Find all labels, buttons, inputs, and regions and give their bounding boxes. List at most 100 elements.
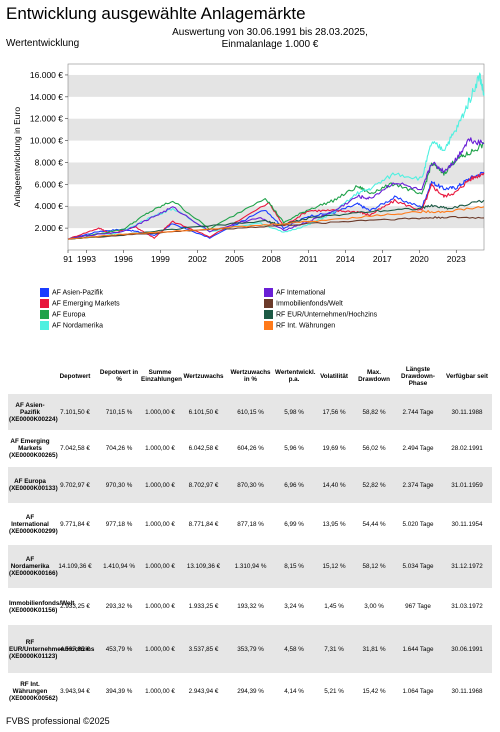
- x-tick-label: 2002: [188, 254, 207, 264]
- series-line-immobilienfonds-welt: [68, 215, 485, 240]
- y-tick-label: 12.000 €: [30, 114, 63, 124]
- table-cell: 4.537,85 €: [52, 625, 98, 673]
- column-header: Max. Drawdown: [358, 369, 390, 383]
- grid-band: [68, 74, 484, 97]
- y-tick-label: 2.000 €: [35, 223, 64, 233]
- statistics-table: Depotwert Depotwert in % Summe Einzahlunge…: [8, 358, 492, 710]
- table-cell: 1.933,25 €: [188, 603, 219, 610]
- table-cell: 2.494 Tage: [402, 445, 434, 452]
- legend-entry: AF Asien-Pazifik: [40, 288, 103, 297]
- chart-subtitle: Wertentwicklung: [6, 38, 80, 49]
- table-cell: 604,26 %: [237, 445, 264, 452]
- column-header: [8, 358, 52, 394]
- table-cell: 31.01.1959: [442, 467, 492, 503]
- legend-entry: Immobilienfonds/Welt: [264, 299, 343, 308]
- row-header: AF Europa (XE0000K00133): [8, 467, 58, 503]
- legend-entry: AF Europa: [40, 310, 85, 319]
- page-title: Entwicklung ausgewählte Anlagemärkte: [6, 4, 306, 23]
- table-cell: 52,82 %: [354, 467, 394, 503]
- legend-swatch: [40, 299, 49, 308]
- row-header: AF Emerging Markets (XE0000K00265): [9, 438, 58, 459]
- table-cell: 293,32 %: [105, 603, 133, 610]
- table-cell: 6,96 %: [274, 467, 314, 503]
- legend-entry: AF Nordamerika: [40, 321, 103, 330]
- legend-label: AF International: [276, 289, 326, 297]
- table-cell: 5.020 Tage: [402, 520, 434, 528]
- column-header: Wertzuwachs in %: [230, 369, 271, 383]
- table-cell: 6.101,50 €: [180, 394, 227, 430]
- legend-label: AF Nordamerika: [52, 322, 103, 330]
- table-row: AF Europa (XE0000K00133) 9.702,97 €970,30…: [8, 467, 492, 503]
- legend-swatch: [40, 288, 49, 297]
- table-cell: 14,40 %: [314, 467, 354, 503]
- table-cell: 877,18 %: [237, 520, 264, 528]
- column-header: Depotwert in %: [99, 369, 139, 383]
- legend-label: AF Emerging Markets: [52, 300, 120, 308]
- legend-label: AF Asien-Pazifik: [52, 289, 103, 297]
- column-header: Längste Drawdown-Phase: [401, 365, 435, 387]
- line-chart: 2.000 € 4.000 € 6.000 € 8.000 € 10.000 € 12.0…: [12, 63, 485, 264]
- table-cell: 3,00 %: [364, 603, 384, 610]
- legend-entry: AF International: [264, 288, 325, 297]
- column-header: Wertentwickl. p.a.: [275, 369, 316, 383]
- table-cell: 9.702,97 €: [52, 467, 98, 503]
- column-header: Summe Einzahlungen: [141, 369, 182, 383]
- table-cell: 394,39 %: [105, 688, 133, 695]
- series-line-af-emerging-markets: [67, 172, 485, 240]
- grid-band: [68, 118, 484, 141]
- table-cell: 1.310,94 %: [227, 545, 274, 588]
- column-header: Wertzuwachs: [183, 372, 224, 380]
- table-cell: 8.702,97 €: [180, 467, 227, 503]
- legend-swatch: [264, 299, 273, 308]
- y-tick-label: 10.000 €: [30, 136, 63, 146]
- row-header: Immobilienfonds/Welt (XE0000K01156): [9, 599, 75, 614]
- column-header: Depotwert: [59, 372, 91, 380]
- footer-copyright: FVBS professional ©2025: [6, 716, 110, 726]
- table-cell: 3.943,94 €: [60, 688, 90, 695]
- y-tick-label: 8.000 €: [35, 157, 64, 167]
- table-cell: 17,56 %: [314, 394, 354, 430]
- x-tick-label: 2023: [447, 254, 466, 264]
- x-tick-label: 2020: [410, 254, 429, 264]
- column-header: Volatilität: [320, 372, 348, 380]
- table-cell: 3.537,85 €: [180, 625, 227, 673]
- table-cell: 8,15 %: [274, 545, 314, 588]
- x-tick-label: 1996: [114, 254, 133, 264]
- table-cell: 4,14 %: [284, 688, 304, 695]
- table-cell: 967 Tage: [405, 603, 431, 610]
- table-cell: 1.000,00 €: [145, 688, 175, 695]
- table-cell: 7,31 %: [314, 625, 354, 673]
- table-cell: 14.109,36 €: [52, 545, 98, 588]
- series-line-rf-eur-unternehmen-hochzins: [67, 199, 485, 240]
- legend-label: RF EUR/Unternehmen/Hochzins: [276, 311, 378, 319]
- table-cell: 7.042,58 €: [60, 445, 90, 452]
- table-cell: 453,79 %: [98, 625, 140, 673]
- table-cell: 19,69 %: [322, 445, 346, 452]
- legend-entry: RF EUR/Unternehmen/Hochzins: [264, 310, 377, 319]
- y-axis-label: Anlageentwicklung in Euro: [12, 107, 22, 207]
- table-cell: 193,32 %: [237, 603, 264, 610]
- table-cell: 1.064 Tage: [402, 688, 434, 695]
- table-cell: 1.644 Tage: [394, 625, 442, 673]
- table-cell: 1,45 %: [324, 603, 344, 610]
- table-cell: 2.744 Tage: [394, 394, 442, 430]
- legend-swatch: [40, 321, 49, 330]
- table-cell: 30.11.1968: [451, 688, 483, 695]
- table-cell: 1.000,00 €: [145, 445, 175, 452]
- table-cell: 5.034 Tage: [394, 545, 442, 588]
- table-cell: 9.771,84 €: [60, 520, 90, 528]
- table-cell: 13,95 %: [322, 520, 346, 528]
- table-cell: 5,96 %: [284, 445, 304, 452]
- table-cell: 6,99 %: [284, 520, 304, 528]
- x-tick-label: 1993: [77, 254, 96, 264]
- table-cell: 1.000,00 €: [145, 603, 175, 610]
- table-row: Immobilienfonds/Welt (XE0000K01156) 2.933…: [8, 588, 492, 625]
- table-cell: 710,15 %: [98, 394, 140, 430]
- legend-label: Immobilienfonds/Welt: [276, 300, 343, 308]
- table-cell: 54,44 %: [362, 520, 386, 528]
- row-header: AF Nordamerika (XE0000K00166): [8, 545, 58, 588]
- table-cell: 6.042,58 €: [188, 445, 219, 452]
- y-tick-label: 6.000 €: [35, 179, 64, 189]
- y-tick-label: 14.000 €: [30, 92, 63, 102]
- row-header: RF Int. Währungen (XE0000K00562): [9, 681, 58, 702]
